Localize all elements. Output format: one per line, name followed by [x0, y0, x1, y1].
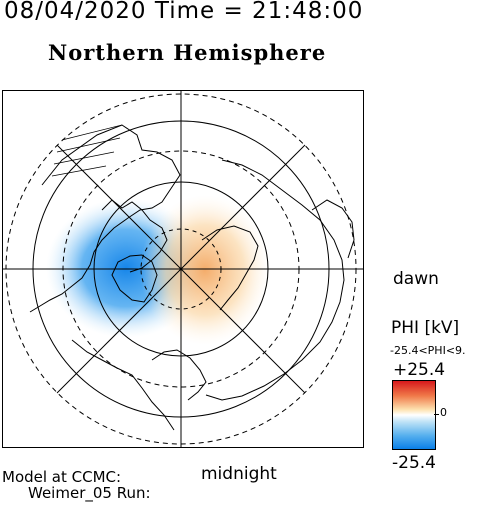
colorbar-min-label: -25.4	[392, 453, 436, 473]
colorbar-zero-label: 0	[440, 406, 447, 419]
colorbar-range: -25.4<PHI<9.	[390, 344, 466, 357]
coastline-east	[311, 199, 355, 259]
midnight-label: midnight	[201, 464, 277, 484]
time-title: 08/04/2020 Time = 21:48:00	[4, 0, 364, 24]
model-label: Model at CCMC:	[2, 468, 122, 486]
coastline-europe	[71, 339, 175, 431]
meridian-diag-2	[56, 144, 306, 394]
colorbar	[392, 380, 436, 450]
polar-map	[2, 90, 364, 448]
coastline-north-america	[29, 124, 181, 313]
dawn-label: dawn	[393, 269, 439, 289]
colorbar-zero-tick	[434, 414, 439, 415]
coastline-scandinavia	[151, 349, 207, 401]
coastline-greenland	[111, 254, 158, 303]
coastline-siberia	[201, 225, 259, 311]
positive-potential-cell	[140, 195, 270, 345]
colorbar-max-label: +25.4	[393, 360, 446, 380]
hemisphere-title: Northern Hemisphere	[48, 40, 327, 65]
coastline-asia	[205, 159, 345, 401]
run-label: Weimer_05 Run:	[28, 484, 151, 502]
graticule-fragment	[51, 124, 123, 177]
colorbar-title: PHI [kV]	[391, 318, 460, 338]
